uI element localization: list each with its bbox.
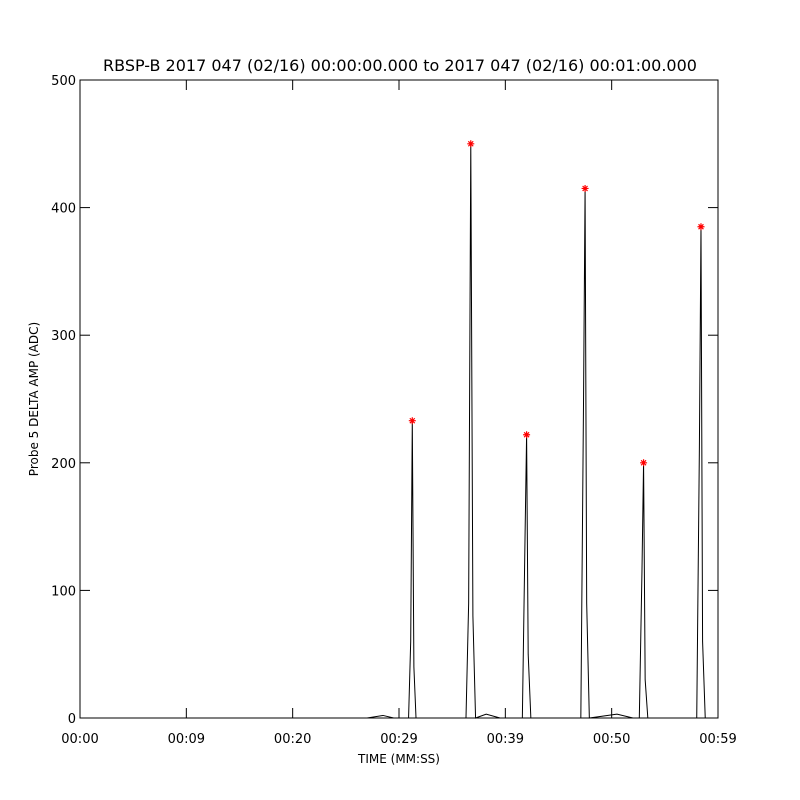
peak-marker [640, 459, 648, 467]
y-tick-label: 0 [68, 712, 76, 727]
peak-marker [523, 431, 531, 439]
y-tick-label: 200 [51, 457, 76, 472]
peak-marker [408, 417, 416, 425]
peak-marker [467, 140, 475, 148]
y-tick-label: 300 [51, 329, 76, 344]
x-tick-label: 00:00 [61, 732, 98, 747]
x-tick-label: 00:50 [593, 732, 630, 747]
chart-title: RBSP-B 2017 047 (02/16) 00:00:00.000 to … [103, 56, 697, 75]
x-tick-label: 00:29 [380, 732, 417, 747]
x-tick-label: 00:39 [487, 732, 524, 747]
x-tick-label: 00:09 [168, 732, 205, 747]
y-tick-label: 100 [51, 584, 76, 599]
y-axis-label: Probe 5 DELTA AMP (ADC) [27, 322, 41, 476]
peak-marker [697, 223, 705, 231]
y-tick-label: 500 [51, 74, 76, 89]
y-tick-label: 400 [51, 202, 76, 217]
peak-marker [581, 184, 589, 192]
x-tick-label: 00:59 [699, 732, 736, 747]
x-tick-label: 00:20 [274, 732, 311, 747]
data-line [80, 143, 718, 719]
x-axis-label: TIME (MM:SS) [357, 752, 440, 766]
